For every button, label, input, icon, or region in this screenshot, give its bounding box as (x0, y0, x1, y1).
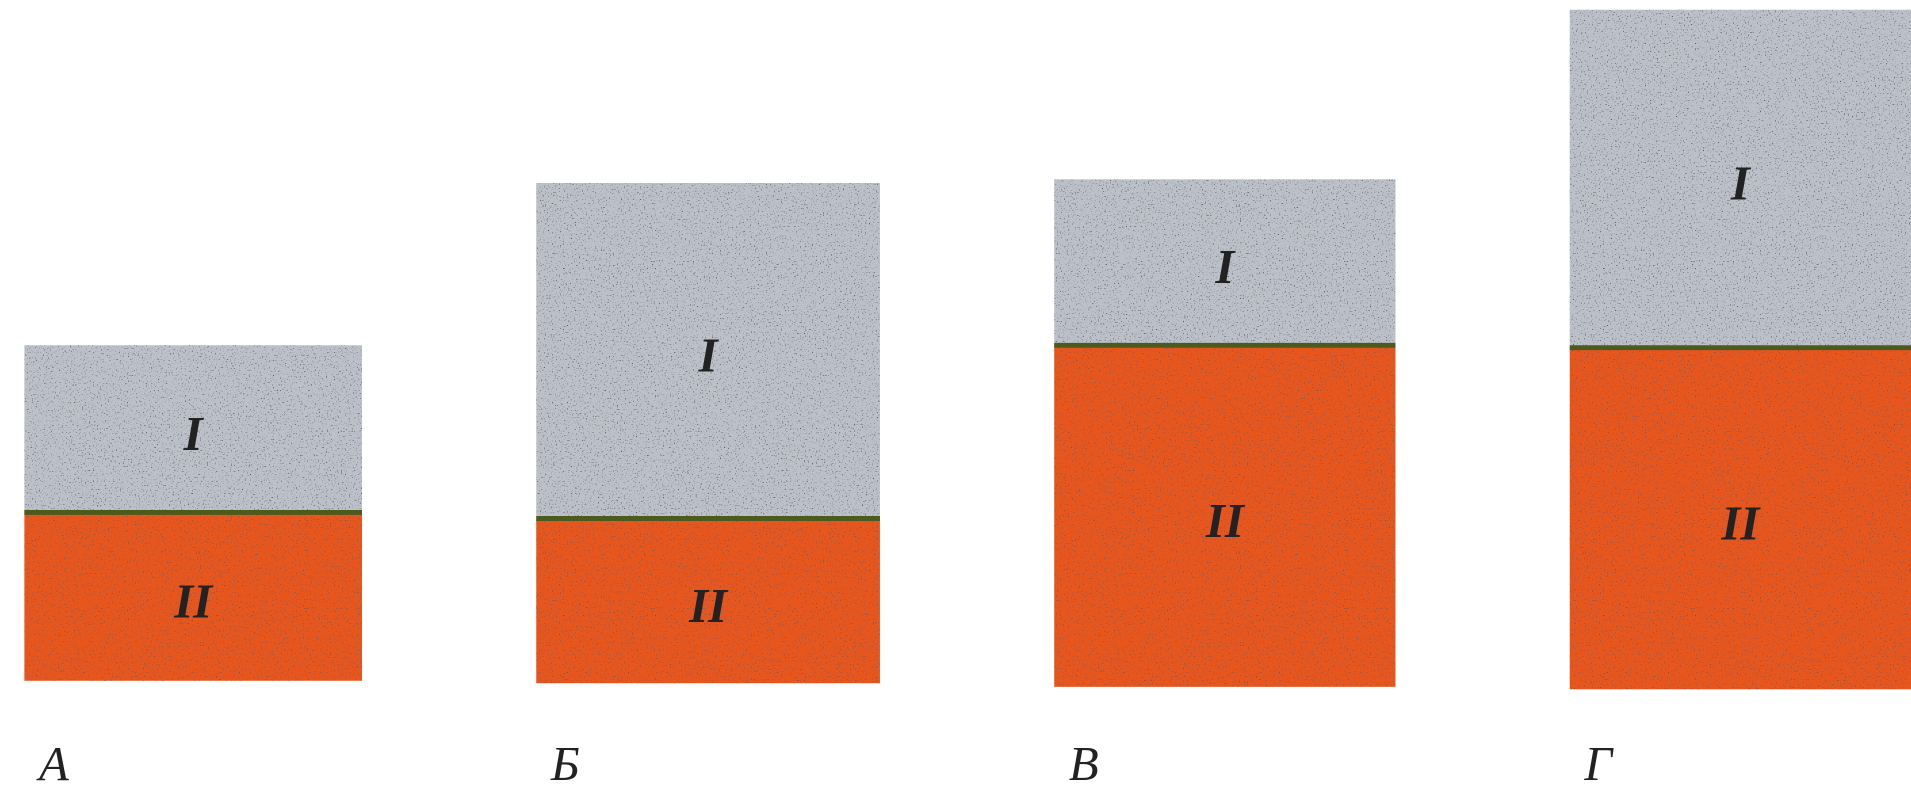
layer-label: I (1214, 240, 1236, 294)
layer-label: II (1720, 496, 1761, 550)
panel-label: А (36, 737, 69, 791)
panel-label: Б (550, 737, 580, 791)
layer-label: I (183, 407, 205, 461)
layer-label: II (173, 575, 214, 629)
layer-label: I (1730, 157, 1752, 211)
layer-label: I (698, 329, 720, 383)
layer-label: II (688, 579, 729, 633)
layer-label: II (1205, 494, 1246, 548)
diagram: IIIАIIIБIIIВIIIГ (0, 0, 1911, 793)
panel-label: В (1069, 737, 1099, 791)
panel-label: Г (1583, 737, 1614, 791)
